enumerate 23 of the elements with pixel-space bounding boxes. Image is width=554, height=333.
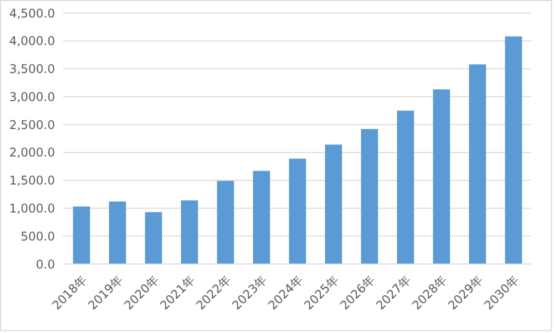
y-tick-label: 4,500.0 bbox=[9, 6, 55, 20]
y-tick-label: 2,000.0 bbox=[9, 146, 55, 160]
y-tick-label: 500.0 bbox=[20, 229, 55, 244]
bar bbox=[217, 180, 234, 264]
bar bbox=[325, 144, 342, 264]
y-tick-label: 3,000.0 bbox=[9, 90, 55, 104]
bar bbox=[181, 200, 198, 264]
bar bbox=[505, 36, 522, 264]
bar bbox=[361, 129, 378, 264]
y-tick-label: 0.0 bbox=[36, 257, 55, 272]
y-tick-label: 1,000.0 bbox=[9, 201, 55, 216]
bar bbox=[73, 206, 90, 264]
y-tick-label: 3,500.0 bbox=[9, 62, 55, 76]
y-tick-label: 4,000.0 bbox=[9, 34, 55, 48]
bar bbox=[433, 89, 450, 264]
y-tick-label: 2,500.0 bbox=[9, 118, 55, 132]
bar bbox=[469, 64, 486, 264]
bar bbox=[253, 170, 270, 264]
y-tick-label: 1,500.0 bbox=[9, 174, 55, 188]
bar bbox=[109, 202, 126, 264]
bar bbox=[145, 212, 162, 264]
bar bbox=[289, 158, 306, 264]
bar bbox=[397, 110, 414, 264]
